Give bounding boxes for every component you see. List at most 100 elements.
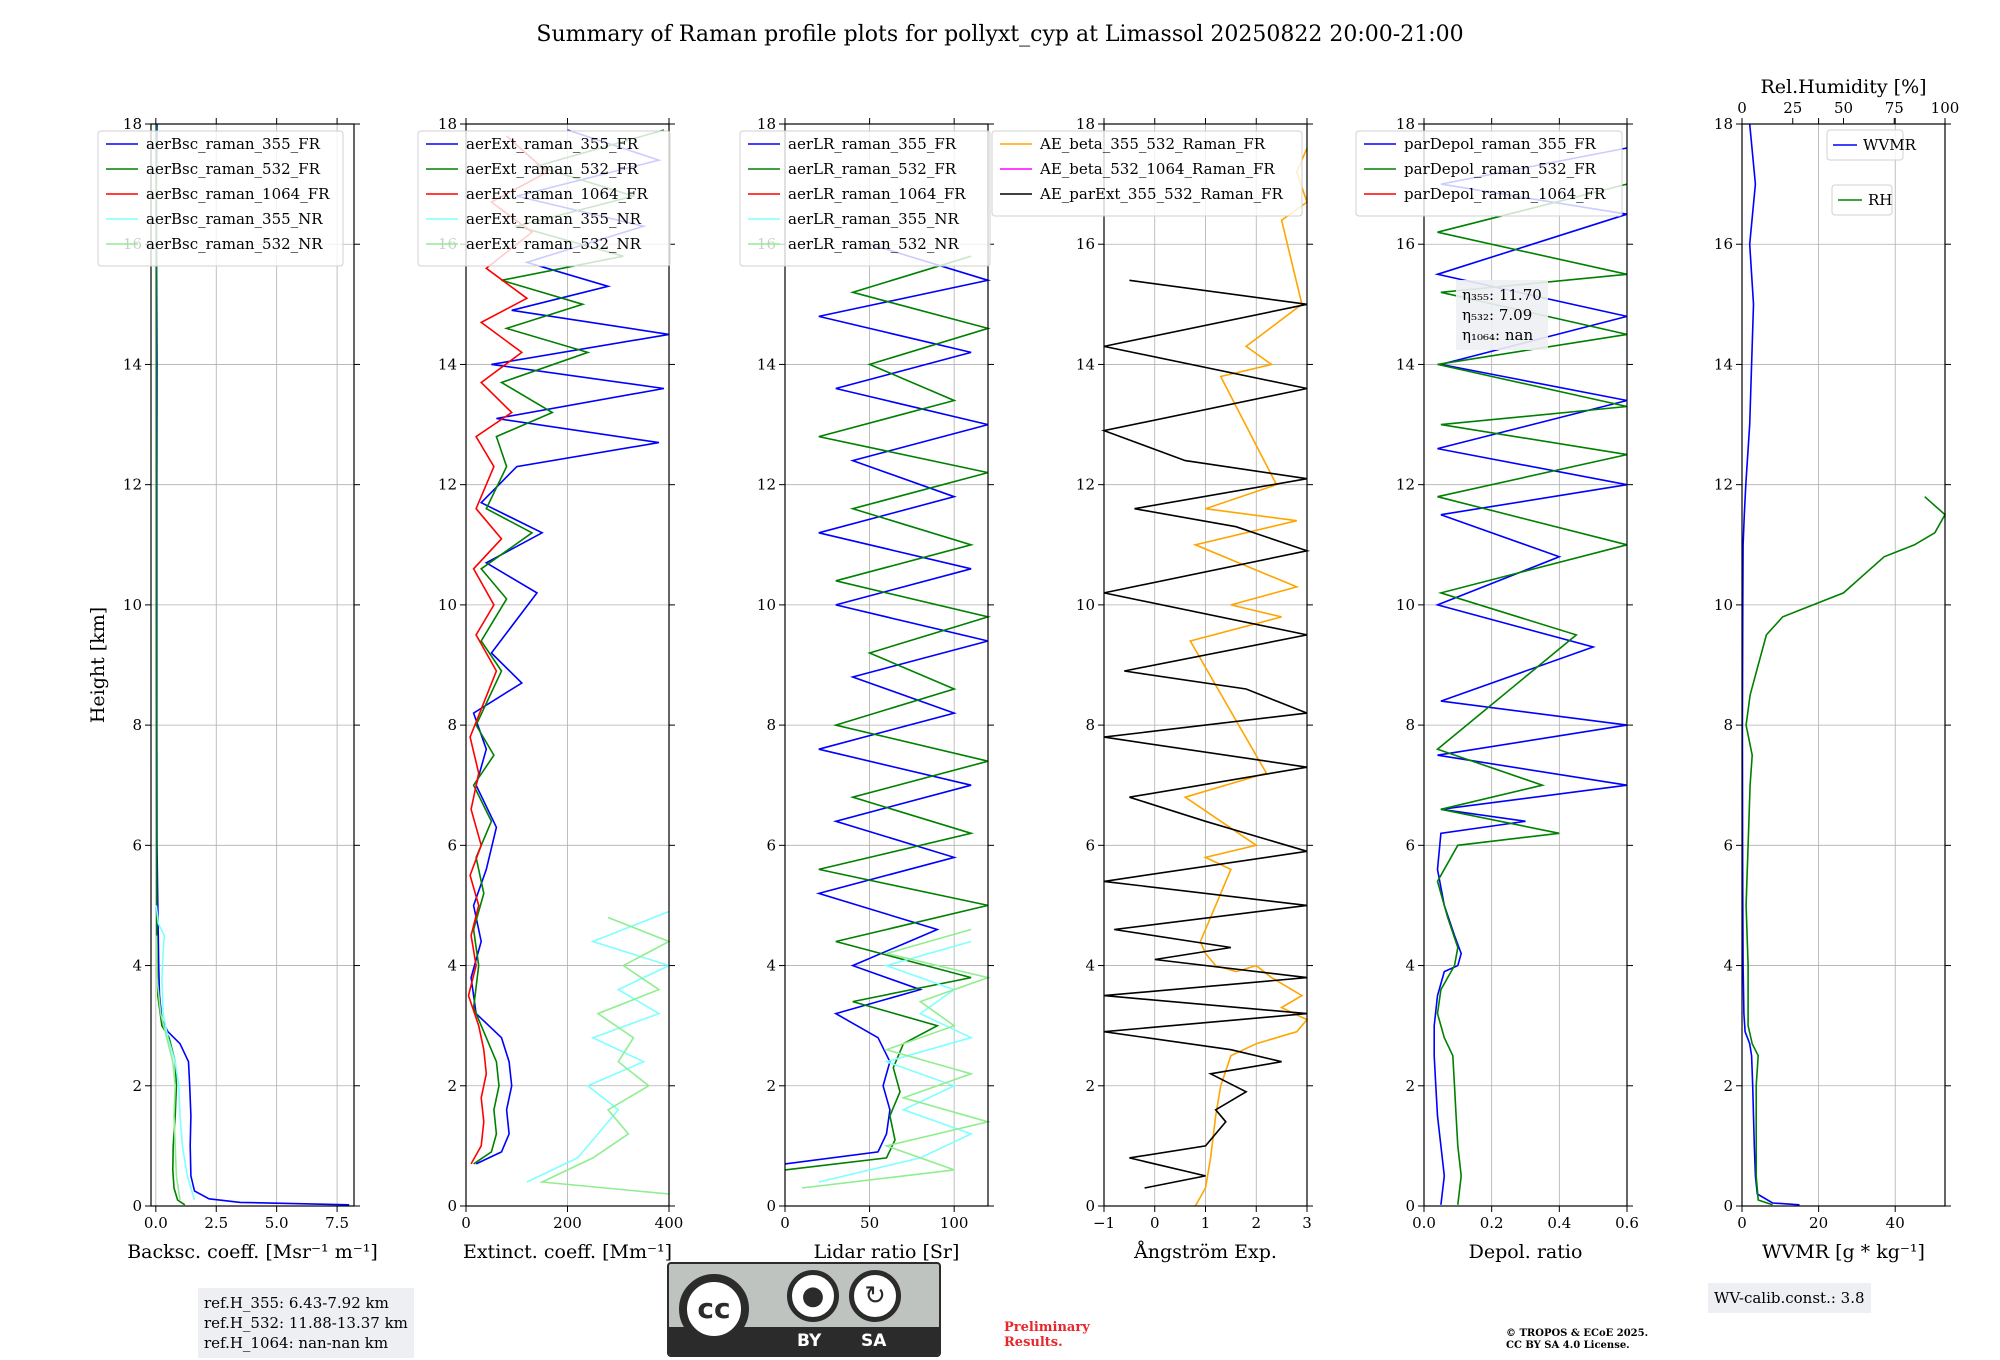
panel-4-xtick-label: 3 [1302,1214,1312,1232]
panel-6-ytick-label: 6 [1723,836,1733,854]
panel-4-series-AE_beta_355_532_Raman_FR [1183,147,1309,1207]
panel-5-legend [1355,130,1623,217]
panel-6-xtick-label: 20 [1809,1214,1828,1232]
panel-4-legend-AE_parExt_355_532_Raman_FR: AE_parExt_355_532_Raman_FR [1039,185,1284,203]
panel-5-ytick-label: 12 [1396,476,1415,494]
panel-2-series-aerExt_raman_532_NR [539,916,671,1195]
panel-1-ytick-label: 0 [132,1197,142,1215]
panel-1-legend-aerBsc_raman_355_FR: aerBsc_raman_355_FR [146,135,321,153]
eta-box: η₃₅₅: 11.70 η₅₃₂: 7.09 η₁₀₆₄: nan [1456,280,1548,350]
panel-2-xtick-label: 400 [655,1214,684,1232]
panel-1-legend-aerBsc_raman_532_NR: aerBsc_raman_532_NR [146,235,323,253]
ref-height-box: ref.H_355: 6.43-7.92 km ref.H_532: 11.88… [198,1288,414,1358]
panel-1-frame [150,123,355,1207]
panel-4-xlabel: Ångström Exp. [1133,1241,1277,1263]
panel-3-ytick-label: 0 [766,1197,776,1215]
panel-1-xtick-label: 5.0 [265,1214,289,1232]
panel-4-ytick-label: 0 [1085,1197,1095,1215]
panel-3-legend-aerLR_raman_1064_FR: aerLR_raman_1064_FR [788,185,966,203]
person-icon: ● [787,1270,839,1322]
panel-5-ytick-label: 14 [1396,355,1415,373]
panel-6-x2tick-label: 50 [1834,99,1853,117]
ref-height-1064: ref.H_1064: nan-nan km [204,1334,389,1352]
panel-5-xtick-label: 0.6 [1615,1214,1639,1232]
eta-1064: η₁₀₆₄: nan [1462,326,1534,344]
panel-2-series-aerExt_raman_355_NR [526,910,672,1183]
wv-calib-const: WV-calib.const.: 3.8 [1714,1289,1865,1307]
panel-1-ytick-label: 18 [123,115,142,133]
panel-1-ytick-label: 2 [132,1077,142,1095]
panel-5-xtick-label: 0.0 [1412,1214,1436,1232]
panel-3-legend [739,130,991,267]
panel-4-ytick-label: 8 [1085,716,1095,734]
panel-3-ytick-label: 18 [757,115,776,133]
panel-2-legend-aerExt_raman_532_NR: aerExt_raman_532_NR [466,235,642,253]
panel-6-x2tick-label: 0 [1737,99,1747,117]
panel-5-ytick-label: 6 [1405,836,1415,854]
panel-6-x2tick-label: 100 [1931,99,1960,117]
panel-2-xtick-label: 0 [461,1214,471,1232]
panel-2-xlabel: Extinct. coeff. [Mm⁻¹] [463,1241,672,1263]
panel-3-ytick-label: 10 [757,596,776,614]
panel-3-xtick-label: 50 [860,1214,879,1232]
cc-logo-icon: cc [679,1274,749,1344]
panel-5-xtick-label: 0.4 [1547,1214,1571,1232]
panel-6-ytick-label: 16 [1714,235,1733,253]
panel-4-ytick-label: 14 [1076,355,1095,373]
panel-3-series-aerLR_raman_355_FR [784,243,992,1165]
panel-3-frame [784,123,989,1207]
panel-5-frame [1423,123,1628,1207]
panel-3-ytick-label: 2 [766,1077,776,1095]
panel-1-ytick-label: 10 [123,596,142,614]
panel-2-ytick-label: 6 [447,836,457,854]
panel-3-series-aerLR_raman_355_NR [818,940,974,1183]
panel-4-xtick-label: 2 [1251,1214,1261,1232]
panel-6-ytick-label: 4 [1723,957,1733,975]
panel-4-legend [991,130,1303,217]
panel-5-xtick-label: 0.2 [1480,1214,1504,1232]
panel-2-ytick-label: 14 [438,355,457,373]
panel-5-ytick-label: 8 [1405,716,1415,734]
ref-height-532: ref.H_532: 11.88-13.37 km [204,1314,408,1332]
cc-sa-label: SA [861,1331,887,1351]
panel-1-xtick-label: 2.5 [204,1214,228,1232]
panel-1-ytick-label: 14 [123,355,142,373]
panel-1-xtick-label: 0.0 [144,1214,168,1232]
panel-1-ytick-label: 12 [123,476,142,494]
panel-6-ytick-label: 2 [1723,1077,1733,1095]
panel-4-xtick-label: −1 [1093,1214,1115,1232]
ref-height-355: ref.H_355: 6.43-7.92 km [204,1294,389,1312]
panel-4-ytick-label: 10 [1076,596,1095,614]
panel-6-frame [1741,123,1946,1207]
panel-4-legend-AE_beta_532_1064_Raman_FR: AE_beta_532_1064_Raman_FR [1039,160,1275,178]
panel-5-xlabel: Depol. ratio [1469,1241,1583,1263]
panel-5-ytick-label: 16 [1396,235,1415,253]
panel-1-ytick-label: 4 [132,957,142,975]
panel-4-xtick-label: 0 [1150,1214,1160,1232]
panel-1-series-aerBsc_raman_355_NR [155,905,196,1201]
panel-3-ytick-label: 4 [766,957,776,975]
copyright-note: © TROPOS & ECoE 2025. CC BY SA 4.0 Licen… [1506,1328,1648,1352]
figure-title: Summary of Raman profile plots for polly… [536,22,1464,47]
panel-6-legend-RH: RH [1868,191,1892,209]
panel-6-ytick-label: 0 [1723,1197,1733,1215]
panel-6-xtick-label: 0 [1737,1214,1747,1232]
panel-6-x2label: Rel.Humidity [%] [1760,76,1926,98]
panel-6-series-WVMR [1741,123,1800,1206]
panel-4-legend-AE_beta_355_532_Raman_FR: AE_beta_355_532_Raman_FR [1039,135,1266,153]
panel-2-series-aerExt_raman_532_FR [472,129,665,1165]
panel-2-legend-aerExt_raman_355_FR: aerExt_raman_355_FR [466,135,639,153]
panel-6-ytick-label: 10 [1714,596,1733,614]
panel-2-series-aerExt_raman_1064_FR [467,135,549,1165]
panel-4-ytick-label: 4 [1085,957,1095,975]
panel-6-legend-WVMR: WVMR [1863,136,1917,154]
panel-1-ytick-label: 6 [132,836,142,854]
panel-3-ytick-label: 8 [766,716,776,734]
panel-2-legend-aerExt_raman_532_FR: aerExt_raman_532_FR [466,160,639,178]
panel-6-ytick-label: 8 [1723,716,1733,734]
panel-4-ytick-label: 16 [1076,235,1095,253]
panel-2-legend [417,130,671,267]
panel-6-legend [1826,129,1904,161]
panel-5-legend-parDepol_raman_355_FR: parDepol_raman_355_FR [1404,135,1597,153]
